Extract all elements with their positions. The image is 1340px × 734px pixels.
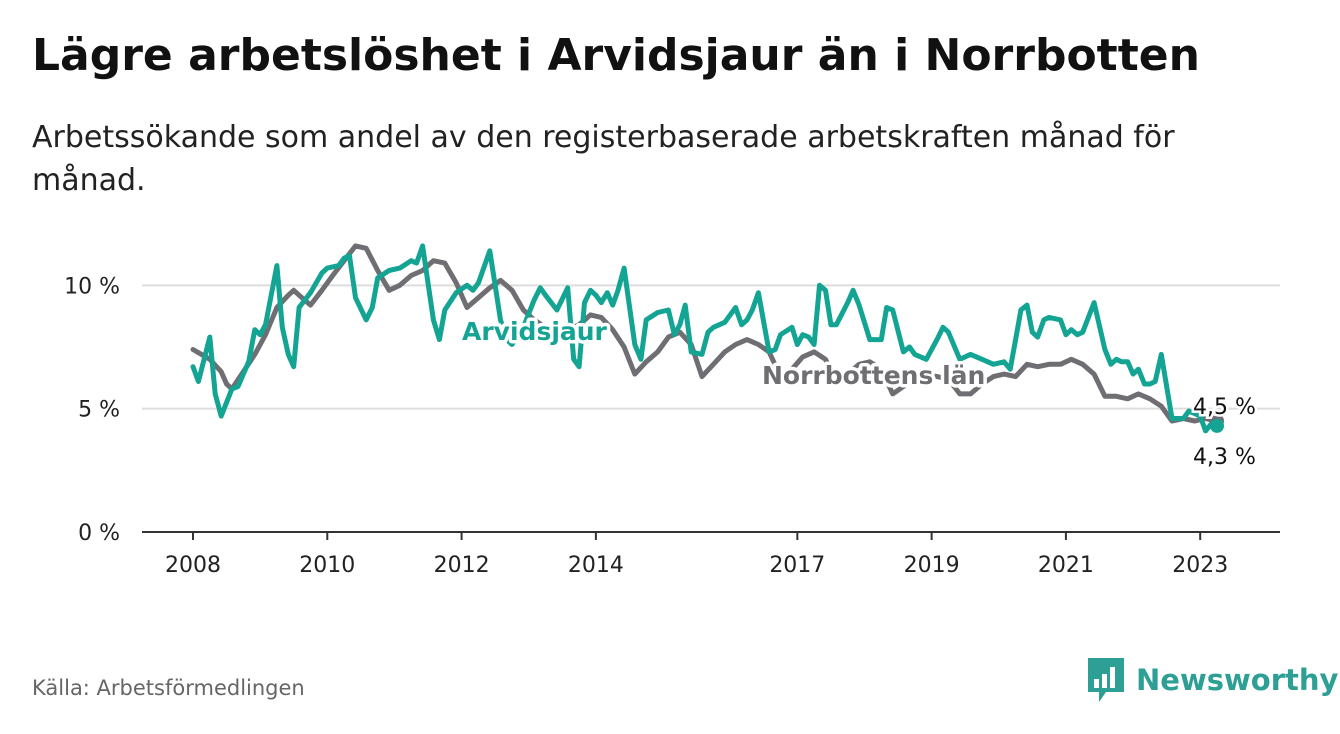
chart-subtitle: Arbetssökande som andel av den registerb…: [32, 120, 1175, 198]
series-line-arvidsjaur: [190, 243, 1220, 434]
x-tick-label: 2012: [434, 553, 490, 578]
series-lines: [190, 243, 1220, 434]
x-tick-label: 2021: [1038, 553, 1094, 578]
newsworthy-logo-icon: [1088, 658, 1124, 702]
end-label-norrbotten: 4,5 %: [1193, 395, 1256, 420]
series-label-arvidsjaur: Arvidsjaur: [462, 317, 608, 346]
x-tick-label: 2014: [568, 553, 624, 578]
gridlines: [142, 284, 1280, 410]
brand-logo: Newsworthy: [1088, 658, 1338, 702]
y-tick-label: 10 %: [64, 274, 120, 299]
x-tick-label: 2010: [299, 553, 355, 578]
x-axis-ticks: 2008 2010 2012 2014 2017 2019 2021 2023: [165, 532, 1228, 578]
source-note: Källa: Arbetsförmedlingen: [32, 676, 305, 700]
y-tick-label: 5 %: [78, 398, 120, 423]
end-point-markers: [1210, 414, 1224, 433]
x-tick-label: 2019: [904, 553, 960, 578]
chart-title: Lägre arbetslöshet i Arvidsjaur än i Nor…: [32, 30, 1200, 81]
x-tick-label: 2017: [769, 553, 825, 578]
end-point-arvidsjaur: [1210, 418, 1224, 433]
y-tick-label: 0 %: [78, 521, 120, 546]
x-tick-label: 2008: [165, 553, 221, 578]
y-axis-tick-labels: 0 % 5 % 10 %: [64, 274, 120, 546]
brand-name: Newsworthy: [1136, 663, 1339, 697]
x-tick-label: 2023: [1172, 553, 1228, 578]
end-label-arvidsjaur: 4,3 %: [1193, 445, 1256, 470]
series-label-norrbotten: Norrbottens län: [762, 361, 985, 390]
